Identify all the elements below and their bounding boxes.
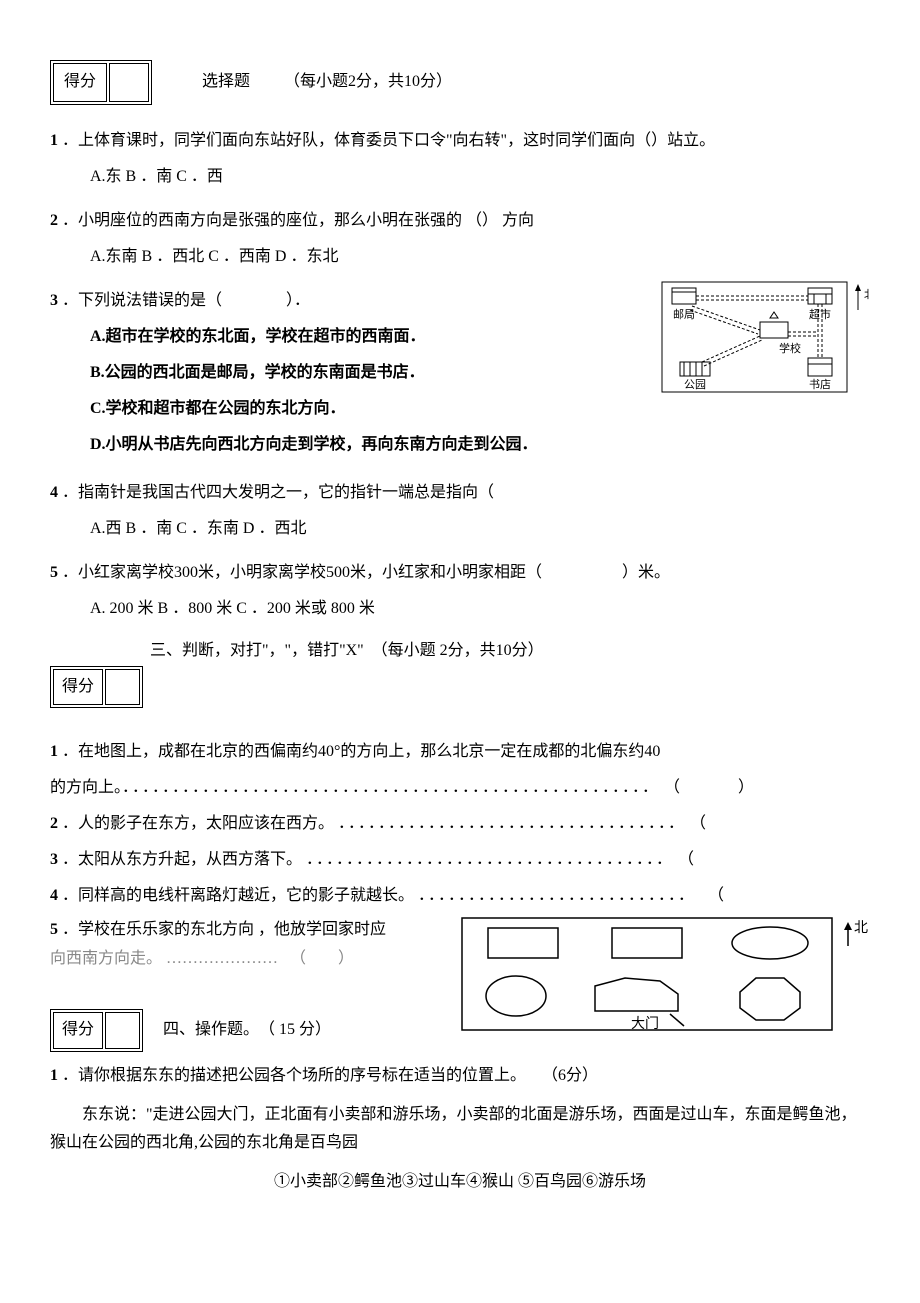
map-bookstore-label: 书店	[809, 377, 831, 391]
map-school-label: 学校	[779, 341, 801, 355]
q-options: A.东南 B ．西北 C ．西南 D ．东北	[90, 241, 870, 273]
question-4-1: 1 ．请你根据东东的描述把公园各个场所的序号标在适当的位置上。 （6分）	[50, 1062, 870, 1091]
section4-header: 得分 四、操作题。 （ 15 分）	[50, 1009, 450, 1052]
score-label: 得分	[53, 1012, 103, 1049]
q-num: 3	[50, 292, 58, 309]
park-diagram: 大门 北	[460, 916, 870, 1036]
section2-header: 得分 选择题 （每小题2分，共10分）	[50, 60, 870, 105]
judge-q5-wrap: 大门 北 5 ．学校在乐乐家的东北方向 ，他放学回家时应 向西南方向走。 …………	[50, 916, 870, 1061]
q-num: 5	[50, 564, 58, 581]
q-options: A. 200 米 B ．800 米 C ．200 米或 800 米	[90, 593, 870, 625]
q-num: 2	[50, 212, 58, 229]
map-post-office-label: 邮局	[673, 308, 695, 321]
q-text: ．指南针是我国古代四大发明之一，它的指针一端总是指向（	[62, 484, 494, 501]
score-box-section4: 得分	[50, 1009, 143, 1052]
q-num: 1	[50, 132, 58, 149]
score-box-section2: 得分	[50, 60, 152, 105]
q-options: A.东 B ．南 C ．西	[90, 161, 870, 193]
section3-header: 三、判断，对打"，"，错打"X" （每小题 2分，共10分） 得分	[50, 637, 870, 709]
score-blank[interactable]	[105, 1012, 140, 1049]
q-text: ．下列说法错误的是（ ）．	[62, 292, 310, 309]
park-north-label: 北	[854, 920, 868, 936]
section2-title: 选择题 （每小题2分，共10分）	[202, 68, 452, 97]
judge-q3: 3 ．太阳从东方升起，从西方落下。 ．．．．．．．．．．．．．．．．．．．．．．…	[50, 844, 870, 876]
question-4-1-desc: 东东说："走进公园大门，正北面有小卖部和游乐场，小卖部的北面是游乐场，西面是过山…	[50, 1101, 870, 1159]
judge-q1-line2: 的方向上。．．．．．．．．．．．．．．．．．．．．．．．．．．．．．．．．．．．…	[50, 772, 870, 804]
q-num: 4	[50, 484, 58, 501]
map-diagram: 邮局 超市 学校 公园 书店 北	[660, 280, 870, 400]
park-gate-label: 大门	[631, 1016, 659, 1032]
score-label: 得分	[53, 63, 107, 102]
score-box-section3: 得分	[50, 666, 143, 709]
map-supermarket-label: 超市	[809, 307, 831, 321]
score-blank[interactable]	[109, 63, 149, 102]
question-2-3: 邮局 超市 学校 公园 书店 北 3	[50, 285, 870, 465]
judge-q4: 4 ．同样高的电线杆离路灯越近，它的影子就越长。 ．．．．．．．．．．．．．．．…	[50, 880, 870, 912]
q-options: A.西 B ．南 C ．东南 D ．西北	[90, 513, 870, 545]
question-2-1: 1 ．上体育课时，同学们面向东站好队，体育委员下口令"向右转"，这时同学们面向（…	[50, 125, 870, 193]
q-text: ．小明座位的西南方向是张强的座位，那么小明在张强的 （） 方向	[62, 212, 534, 229]
question-2-5: 5 ．小红家离学校300米，小明家离学校500米，小红家和小明家相距（ ）米。 …	[50, 557, 870, 625]
map-park-label: 公园	[684, 378, 706, 391]
question-2-2: 2 ．小明座位的西南方向是张强的座位，那么小明在张强的 （） 方向 A.东南 B…	[50, 205, 870, 273]
question-2-4: 4 ．指南针是我国古代四大发明之一，它的指针一端总是指向（ A.西 B ．南 C…	[50, 477, 870, 545]
section3-title: 三、判断，对打"，"，错打"X" （每小题 2分，共10分）	[150, 637, 870, 666]
score-label: 得分	[53, 669, 103, 706]
question-4-1-items: ①小卖部②鳄鱼池③过山车④猴山 ⑤百鸟园⑥游乐场	[50, 1168, 870, 1197]
q-text: ．小红家离学校300米，小明家离学校500米，小红家和小明家相距（ ）米。	[62, 564, 670, 581]
score-blank[interactable]	[105, 669, 140, 706]
q-text: ．上体育课时，同学们面向东站好队，体育委员下口令"向右转"，这时同学们面向（）站…	[62, 132, 715, 149]
q-option-d: D.小明从书店先向西北方向走到学校，再向东南方向走到公园．	[90, 429, 870, 461]
judge-q1: 1 ．在地图上，成都在北京的西偏南约40°的方向上，那么北京一定在成都的北偏东约…	[50, 736, 870, 768]
section4-title: 四、操作题。 （ 15 分）	[163, 1016, 331, 1045]
judge-q2: 2 ．人的影子在东方，太阳应该在西方。 ．．．．．．．．．．．．．．．．．．．．…	[50, 808, 870, 840]
map-north-label: 北	[864, 288, 870, 301]
